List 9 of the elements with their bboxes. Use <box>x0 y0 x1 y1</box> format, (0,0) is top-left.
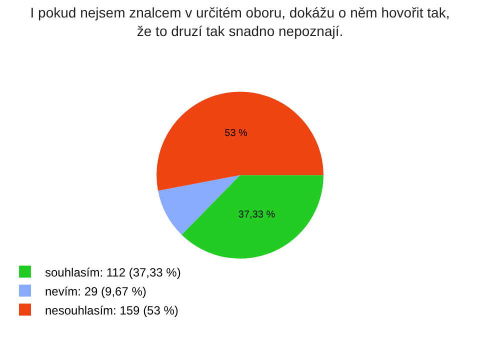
legend-label: nesouhlasím: 159 (53 %) <box>45 303 178 318</box>
pie-slice <box>182 175 324 259</box>
data-label: 37,33 % <box>238 210 276 221</box>
pie-slice <box>156 92 324 191</box>
data-label: 53 % <box>224 128 248 140</box>
pie-slice <box>158 175 240 235</box>
legend-label: nevím: 29 (9,67 %) <box>45 284 146 298</box>
chart-title: I pokud nejsem znalcem v určitém oboru, dokážu o něm hovořit tak, že to druzí tak snadno nepoznají. <box>30 4 450 39</box>
legend-label: souhlasím: 112 (37,33 %) <box>45 265 181 280</box>
